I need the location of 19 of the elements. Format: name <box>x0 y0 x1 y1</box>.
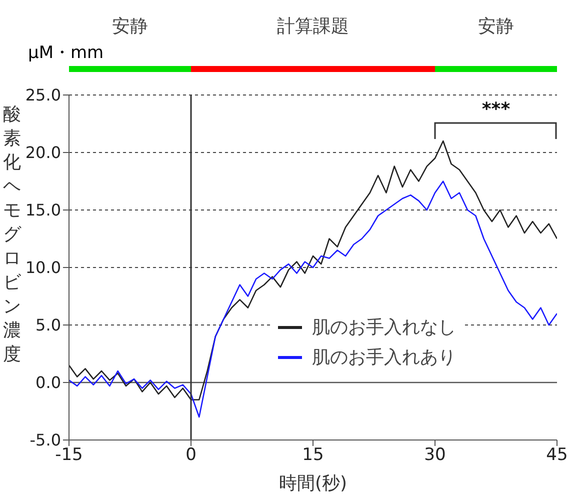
y-tick-label: 20.0 <box>25 143 61 162</box>
text: 安静 <box>112 16 148 37</box>
x-tick-label: 15 <box>302 445 324 466</box>
annotation: *** <box>482 99 511 120</box>
legend-label: 肌のお手入れなし <box>312 316 456 339</box>
y-tick-label: 0.0 <box>36 373 61 392</box>
text: μM・mm <box>28 43 104 63</box>
y-tick-label: 5.0 <box>36 316 61 335</box>
text: 酸素化ヘモグロビン濃度 <box>3 104 21 365</box>
text: 安静 <box>478 16 514 37</box>
x-tick-label: 45 <box>546 445 568 466</box>
text: 計算課題 <box>277 16 349 37</box>
y-tick-label: 25.0 <box>25 86 61 105</box>
x-axis-title: 時間(秒) <box>278 472 348 495</box>
y-tick-label: 15.0 <box>25 200 61 220</box>
y-tick-label: 10.0 <box>25 258 61 278</box>
legend-label: 肌のお手入れあり <box>312 346 456 369</box>
x-tick-label: 30 <box>424 445 446 466</box>
x-tick-label: 0 <box>186 445 196 466</box>
